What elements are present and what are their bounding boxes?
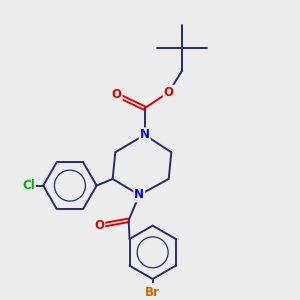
Text: N: N — [140, 128, 150, 141]
Text: N: N — [134, 188, 144, 201]
Text: O: O — [112, 88, 122, 101]
Text: O: O — [164, 86, 174, 99]
Text: Cl: Cl — [22, 179, 35, 192]
Text: Br: Br — [145, 286, 160, 299]
Text: O: O — [94, 219, 104, 232]
